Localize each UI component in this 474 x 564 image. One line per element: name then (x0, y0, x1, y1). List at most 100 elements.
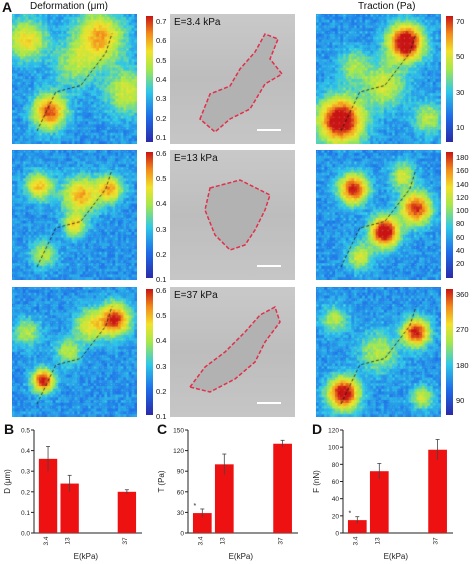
y-tick-label: 0.4 (21, 448, 30, 455)
x-tick-label: 13 (65, 537, 72, 545)
y-tick-label: 60 (332, 479, 340, 486)
panel-letter-b: B (4, 421, 15, 437)
bar (273, 443, 292, 533)
panel-letter-d: D (312, 421, 323, 437)
bar (347, 520, 367, 533)
y-axis-label: D (μm) (3, 469, 12, 494)
traction-heatmap (316, 150, 441, 280)
y-tick-label: 0.0 (21, 531, 30, 538)
deformation-colorbar-tick: 0.6 (156, 286, 167, 295)
deformation-colorbar-tick: 0.5 (156, 55, 167, 65)
deformation-heatmap (12, 287, 137, 417)
deformation-colorbar-tick: 0.1 (156, 275, 167, 284)
traction-colorbar (446, 289, 453, 415)
traction-colorbar-tick: 60 (456, 232, 465, 242)
traction-colorbar (446, 152, 453, 278)
x-axis-label: E(kPa) (229, 552, 254, 561)
deformation-colorbar-tick: 0.6 (156, 36, 167, 46)
bar-charts: 0.0 0.1 0.2 0.3 0.4 0.5 D (μm) 3.4 13 37 E(kPa) 0 30… (3, 428, 453, 561)
cell-body (205, 180, 270, 250)
panel-letter-a: A (2, 0, 13, 15)
deformation-heatmap (12, 150, 137, 280)
y-tick-label: 0.3 (21, 469, 30, 476)
y-tick-label: 0.5 (21, 428, 30, 435)
significance-marker: * (348, 511, 351, 518)
deformation-colorbar-tick: 0.4 (156, 336, 167, 346)
cell-outline (204, 179, 281, 267)
bar (38, 458, 58, 533)
bar (369, 471, 389, 533)
y-tick-label: 100 (328, 445, 339, 452)
cell-body (190, 307, 280, 392)
y-tick-label: 60 (177, 489, 185, 496)
traction-colorbar (446, 16, 453, 142)
x-tick-label: 3.4 (43, 536, 50, 545)
bar (192, 513, 212, 533)
traction-colorbar-tick: 160 (456, 166, 469, 176)
brightfield-micrograph: E=13 kPa (170, 150, 295, 280)
deformation-colorbar-tick: 0.2 (156, 113, 167, 123)
deformation-colorbar-tick: 0.3 (156, 224, 167, 234)
deformation-colorbar-tick: 0.3 (156, 361, 167, 371)
traction-heatmap (316, 14, 441, 144)
deformation-colorbar-tick: 0.3 (156, 94, 167, 104)
y-tick-label: 0.1 (21, 510, 30, 517)
bar (60, 483, 79, 533)
cell-outline (199, 33, 284, 133)
deformation-colorbar-tick: 0.7 (156, 17, 167, 26)
deformation-colorbar-tick: 0.4 (156, 75, 167, 84)
bar (428, 449, 447, 533)
traction-colorbar-tick: 140 (456, 179, 469, 189)
traction-heatmap (316, 287, 441, 417)
y-tick-label: 30 (177, 510, 185, 517)
cell-body (200, 34, 282, 132)
significance-marker: * (193, 503, 196, 510)
y-axis-label: F (nN) (312, 470, 321, 493)
cell-outline (188, 305, 281, 404)
deformation-colorbar-tick: 0.4 (156, 199, 167, 209)
cell-outline-path (204, 179, 271, 251)
traction-colorbar-tick: 120 (456, 192, 469, 202)
cell-outline-path (188, 305, 281, 393)
brightfield-micrograph: E=37 kPa (170, 287, 295, 417)
panel-letter-c: C (157, 421, 168, 437)
y-tick-label: 20 (332, 513, 340, 520)
x-tick-label: 13 (219, 537, 226, 545)
x-tick-label: 3.4 (352, 536, 359, 545)
brightfield-micrograph: E=3.4 kPa (170, 14, 295, 144)
x-tick-label: 37 (433, 537, 440, 545)
traction-colorbar-tick: 360 (456, 290, 469, 299)
stiffness-label: E=37 kPa (174, 290, 218, 301)
y-axis-label: T (Pa) (157, 470, 166, 492)
y-tick-label: 0 (335, 531, 339, 538)
x-tick-label: 3.4 (197, 536, 204, 545)
traction-colorbar-tick: 20 (456, 259, 465, 268)
traction-colorbar-tick: 270 (456, 325, 469, 335)
traction-colorbar-tick: 30 (456, 87, 465, 97)
bar (214, 464, 234, 533)
deformation-colorbar (146, 16, 153, 142)
y-tick-label: 40 (332, 496, 340, 503)
traction-column-title: Traction (Pa) (358, 1, 416, 12)
deformation-colorbar-tick: 0.6 (156, 149, 167, 158)
y-tick-label: 120 (328, 428, 339, 435)
cell-outline-path (199, 33, 284, 133)
deformation-colorbar-tick: 0.2 (156, 249, 167, 259)
x-tick-label: 37 (122, 537, 129, 545)
stiffness-label: E=3.4 kPa (174, 17, 221, 28)
traction-colorbar-tick: 50 (456, 52, 465, 62)
deformation-column-title: Deformation (μm) (30, 1, 108, 12)
deformation-colorbar-tick: 0.2 (156, 386, 167, 396)
traction-colorbar-tick: 180 (456, 153, 469, 162)
traction-colorbar-tick: 10 (456, 123, 465, 132)
deformation-colorbar (146, 289, 153, 415)
x-axis-label: E(kPa) (74, 552, 99, 561)
traction-colorbar-tick: 180 (456, 360, 469, 370)
x-axis-label: E(kPa) (384, 552, 409, 561)
stiffness-label: E=13 kPa (174, 153, 218, 164)
y-tick-label: 90 (177, 469, 185, 476)
traction-colorbar-tick: 100 (456, 206, 469, 215)
y-tick-label: 0.2 (21, 489, 30, 496)
traction-colorbar-tick: 40 (456, 245, 465, 255)
deformation-colorbar-tick: 0.5 (156, 311, 167, 321)
